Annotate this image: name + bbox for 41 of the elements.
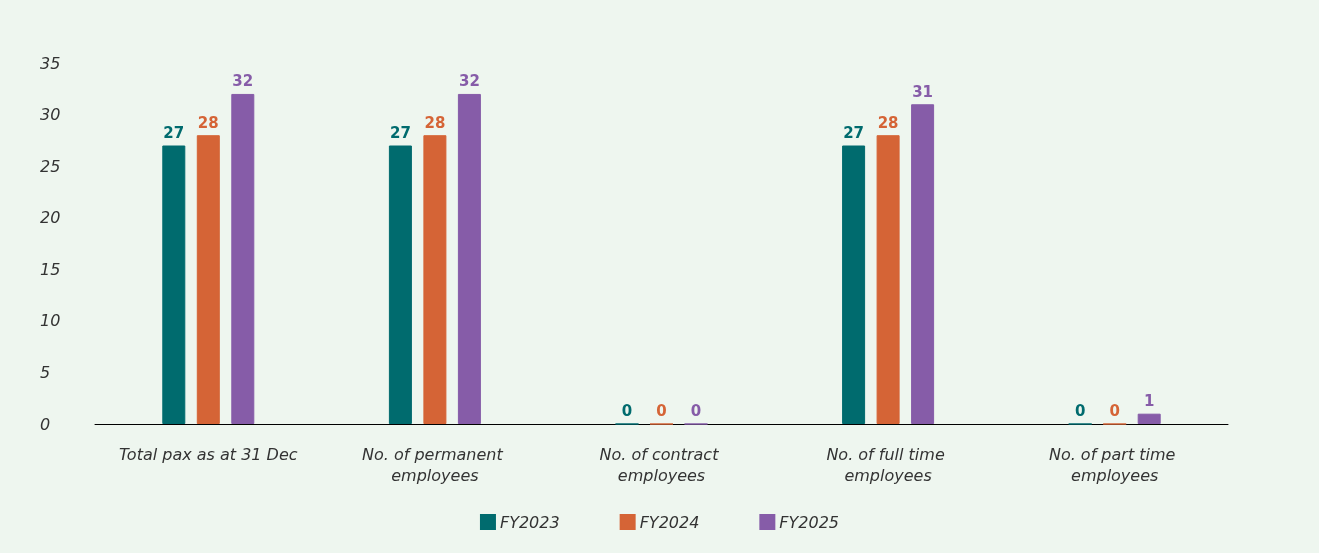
legend-label: FY2024 — [639, 512, 700, 532]
data-label: 1 — [1143, 392, 1155, 411]
bar — [457, 93, 481, 424]
bar — [842, 145, 866, 424]
bar — [876, 135, 900, 424]
y-tick-label: 25 — [40, 156, 61, 176]
data-label: 0 — [656, 402, 667, 420]
y-tick-label: 10 — [40, 311, 61, 331]
data-label: 0 — [690, 402, 702, 420]
bar — [911, 104, 935, 424]
y-tick-label: 0 — [40, 414, 51, 434]
y-tick-label: 35 — [40, 53, 61, 73]
bar — [423, 135, 447, 424]
data-label: 27 — [843, 124, 865, 143]
bar — [231, 93, 255, 424]
x-tick-label: Total pax as at 31 Dec — [119, 445, 298, 464]
y-tick-label: 30 — [40, 105, 61, 125]
data-label: 0 — [1074, 402, 1086, 420]
data-label: 27 — [163, 124, 185, 143]
data-label: 28 — [877, 113, 899, 132]
data-label: 31 — [912, 82, 934, 101]
x-tick-label: No. of part time employees — [1048, 445, 1181, 485]
y-tick-label: 15 — [40, 259, 61, 279]
y-tick-label: 5 — [40, 362, 51, 382]
bar — [162, 145, 186, 424]
data-label: 27 — [389, 124, 411, 143]
data-label: 28 — [197, 113, 219, 132]
x-tick-label: No. of contract employees — [599, 445, 724, 485]
y-tick-label: 20 — [40, 208, 61, 228]
legend-label: FY2025 — [779, 512, 840, 532]
x-tick-label: No. of permanent employees — [361, 445, 508, 485]
bar — [1137, 413, 1161, 424]
bar — [388, 145, 412, 424]
data-label: 32 — [458, 72, 480, 91]
data-label: 0 — [1109, 402, 1120, 420]
bar — [196, 135, 220, 424]
x-tick-label: No. of full time employees — [826, 445, 950, 485]
legend-label: FY2023 — [499, 512, 560, 532]
data-label: 28 — [424, 113, 446, 132]
data-label: 0 — [621, 402, 633, 420]
data-label: 32 — [232, 72, 254, 91]
